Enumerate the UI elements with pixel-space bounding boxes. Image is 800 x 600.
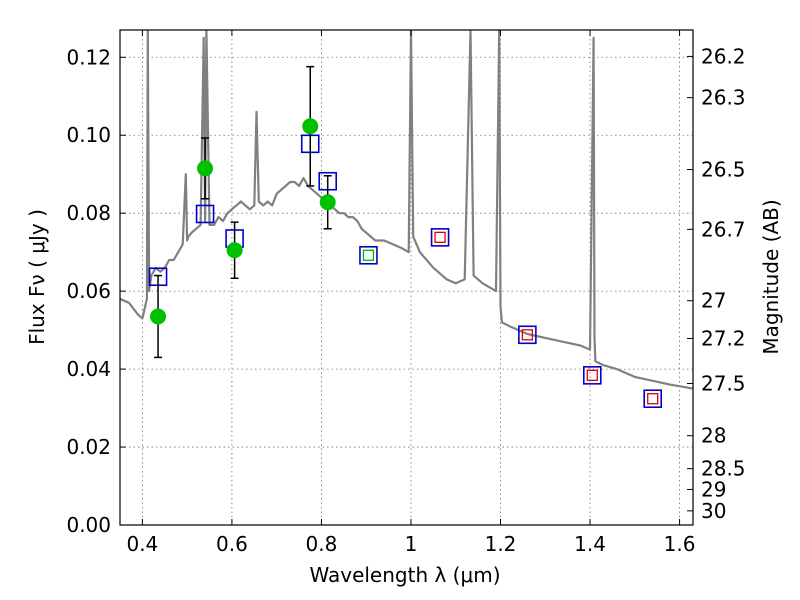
model-point-inner: [521, 329, 534, 341]
x-tick-labels: 0.4 0.6 0.8 1 1.2 1.4 1.6: [126, 532, 695, 556]
plot-frame: [119, 29, 694, 526]
right-tick-label: 28: [701, 424, 726, 448]
x-tick-label: 1: [405, 532, 418, 556]
observed-point: [319, 194, 336, 211]
right-tick-label: 27: [701, 289, 726, 313]
x-tick-label: 0.4: [126, 532, 158, 556]
plot-area: [120, 30, 693, 409]
model-point-inner: [434, 231, 446, 244]
right-tick-label: 27.5: [701, 371, 746, 395]
right-tick-label: 26.5: [701, 158, 746, 182]
model-point: [643, 389, 663, 409]
y-tick-label: 0.12: [66, 45, 111, 69]
model-point: [430, 228, 450, 247]
right-tick-label: 29: [701, 477, 726, 501]
plot-clipped: [120, 30, 693, 409]
observed-point: [302, 118, 319, 135]
right-tick-label: 26.3: [701, 86, 746, 110]
right-tick-label: 28.5: [701, 457, 746, 481]
x-axis-title: Wavelength λ (μm): [309, 563, 500, 587]
model-point: [582, 366, 602, 385]
right-tick-label: 30: [701, 499, 726, 523]
y-tick-label: 0.00: [66, 513, 111, 537]
right-tick-label: 26.2: [701, 44, 746, 68]
observed-point: [150, 308, 167, 325]
model-point-inner: [586, 369, 598, 381]
observed-point: [197, 160, 214, 177]
y-tick-label: 0.04: [66, 357, 111, 381]
model-point-inner: [362, 249, 375, 261]
model-point: [518, 325, 537, 345]
right-tick-label: 27.2: [701, 326, 746, 350]
spectrum-line: [120, 30, 693, 390]
axis-ticks: [120, 30, 693, 526]
model-point: [359, 245, 378, 265]
y-axis-title: Flux Fν ( μJy ): [25, 209, 49, 345]
observed-point: [226, 242, 243, 259]
y-tick-label: 0.08: [66, 201, 111, 225]
x-tick-label: 1.6: [664, 532, 696, 556]
x-tick-label: 0.6: [216, 532, 248, 556]
x-tick-label: 0.8: [306, 532, 338, 556]
y-tick-label: 0.10: [66, 123, 111, 147]
right-axis-title: Magnitude (AB): [759, 199, 783, 354]
y-tick-labels: 0.00 0.02 0.04 0.06 0.08 0.10 0.12: [66, 45, 111, 537]
model-point-inner: [647, 393, 659, 405]
model-point: [195, 204, 215, 224]
y-tick-label: 0.06: [66, 279, 111, 303]
y-tick-label: 0.02: [66, 435, 111, 459]
x-tick-label: 1.2: [485, 532, 517, 556]
right-tick-label: 26.7: [701, 217, 746, 241]
x-tick-label: 1.4: [574, 532, 606, 556]
